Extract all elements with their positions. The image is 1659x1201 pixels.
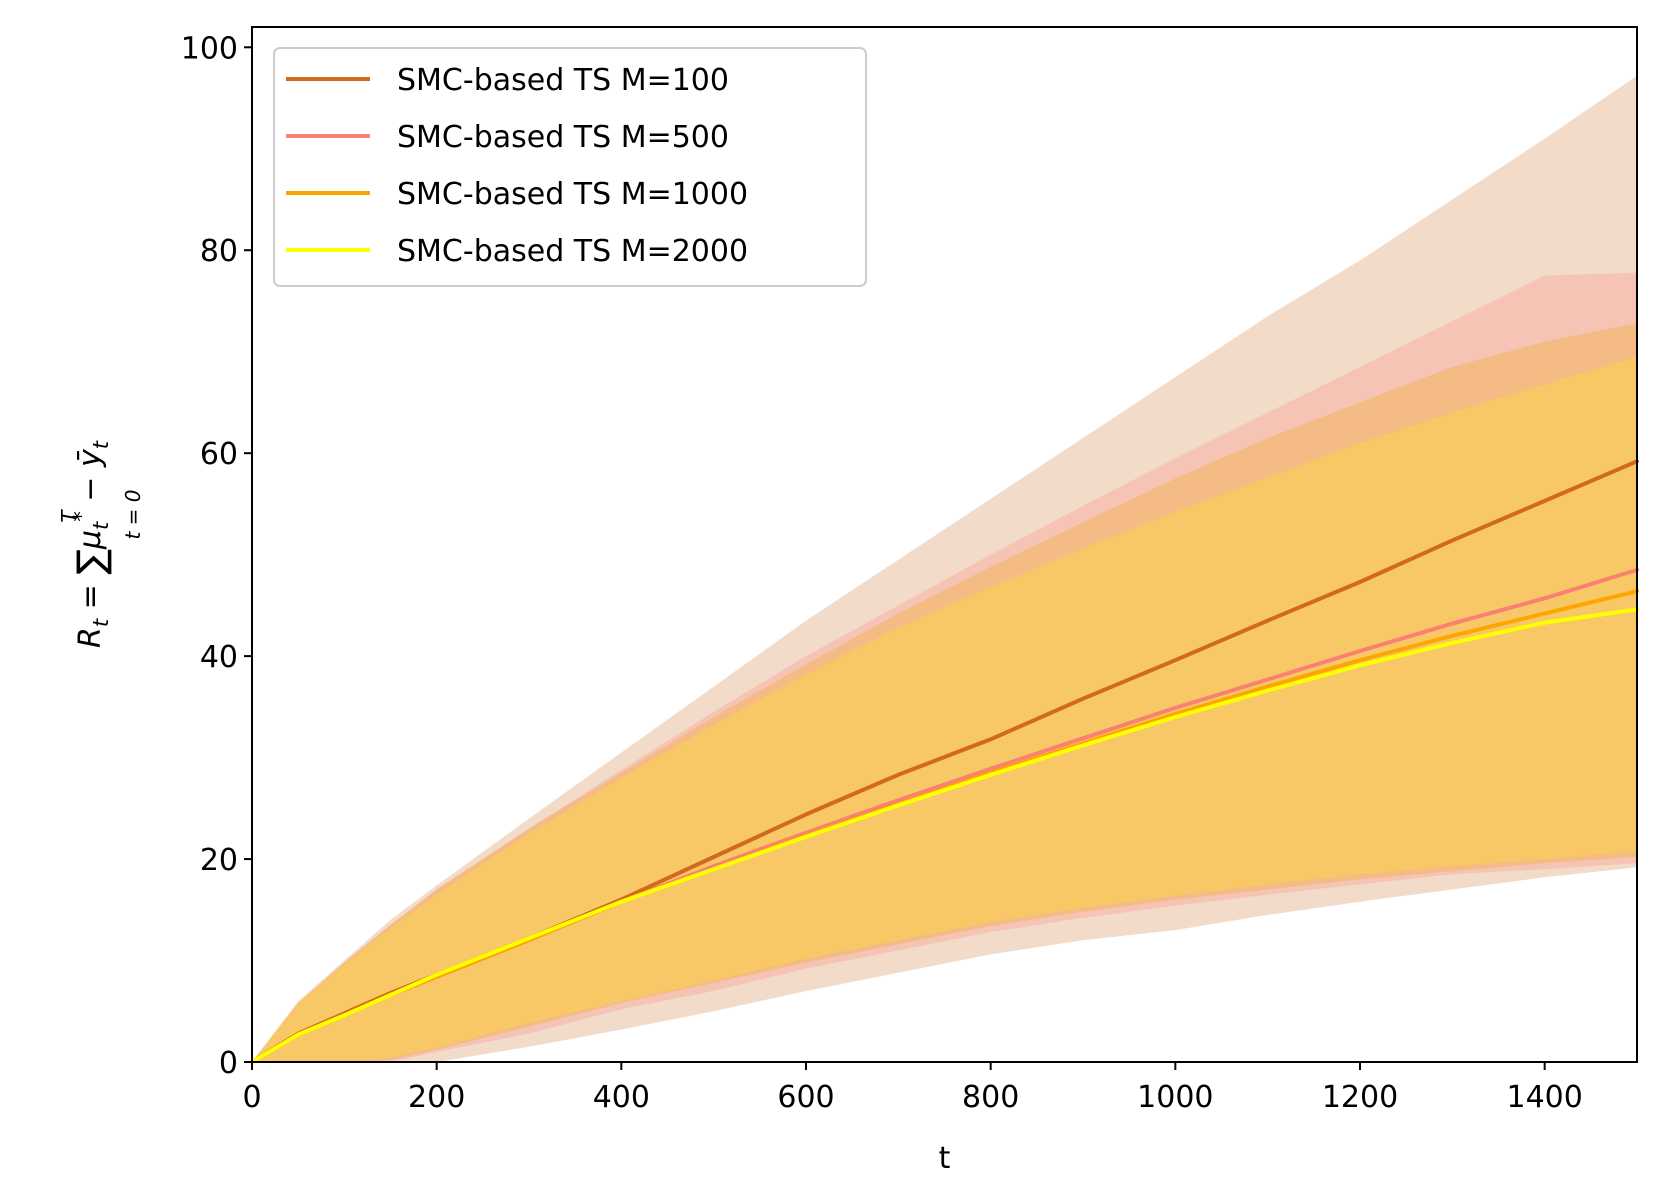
y-axis-ticks: 0 20 40 60 80 100 — [181, 31, 252, 1081]
y-tick-label: 100 — [181, 31, 238, 66]
ylabel-sum-lower: t = 0 — [121, 489, 145, 539]
legend-box — [273, 47, 867, 287]
ylabel-sum-symbol: ∑ — [69, 549, 113, 575]
x-tick-label: 0 — [242, 1080, 261, 1115]
x-tick-label: 1000 — [1137, 1080, 1213, 1115]
confidence-bands — [252, 75, 1637, 1063]
band-smc-based-ts-m-2000 — [252, 356, 1637, 1062]
mean-lines — [250, 459, 1639, 1064]
x-tick-label: 1400 — [1506, 1080, 1582, 1115]
ylabel-r: R — [73, 627, 108, 648]
x-tick-label: 800 — [962, 1080, 1019, 1115]
x-tick-label: 200 — [408, 1080, 465, 1115]
x-axis-label: t — [939, 1141, 951, 1176]
line-smc-based-ts-m-2000 — [250, 607, 1639, 1064]
ylabel-mu-sub: t — [89, 521, 113, 530]
axes-frame — [251, 26, 1638, 1063]
ylabel-sum-upper: T — [57, 509, 81, 523]
legend-label-smc-based-ts-m-1000: SMC-based TS M=1000 — [397, 177, 748, 212]
y-tick-label: 20 — [200, 843, 238, 878]
ylabel-mu-sup: * — [69, 511, 93, 522]
ylabel-eq: = — [73, 575, 108, 619]
y-tick-label: 80 — [200, 234, 238, 269]
x-tick-label: 1200 — [1322, 1080, 1398, 1115]
svg-text:Rt = ∑μt* − ȳt: Rt = ∑μt* − ȳt — [69, 440, 113, 648]
y-tick-label: 40 — [200, 640, 238, 675]
ylabel-y: ȳ — [73, 448, 108, 468]
y-tick-label: 0 — [219, 1046, 238, 1081]
ylabel-r-sub: t — [89, 618, 113, 627]
x-tick-label: 600 — [777, 1080, 834, 1115]
ylabel-minus: − — [73, 467, 108, 511]
legend-label-smc-based-ts-m-100: SMC-based TS M=100 — [397, 63, 729, 98]
legend-label-smc-based-ts-m-2000: SMC-based TS M=2000 — [397, 234, 748, 269]
y-axis-label: Rt = ∑μt* − ȳt T t = 0 — [57, 440, 145, 648]
ylabel-mu: μ — [73, 530, 108, 550]
x-axis-ticks: 0 200 400 600 800 1000 1200 1400 — [242, 1062, 1583, 1115]
x-tick-label: 400 — [593, 1080, 650, 1115]
legend: SMC-based TS M=100 SMC-based TS M=500 SMC-… — [273, 47, 867, 287]
y-tick-label: 60 — [200, 437, 238, 472]
legend-label-smc-based-ts-m-500: SMC-based TS M=500 — [397, 120, 729, 155]
ylabel-y-sub: t — [89, 440, 113, 449]
